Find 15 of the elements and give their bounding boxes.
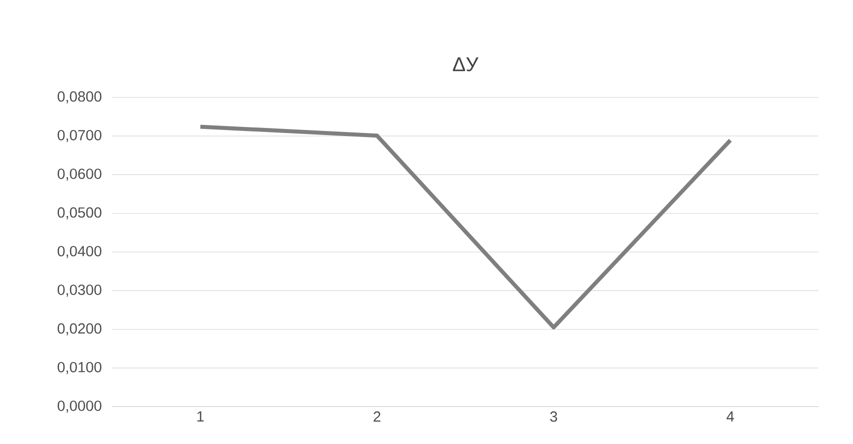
x-tick-label: 1	[197, 411, 204, 422]
y-tick-label: 0,0800	[58, 91, 102, 104]
y-tick-label: 0,0700	[58, 130, 102, 142]
y-tick-label: 0,0200	[58, 323, 102, 336]
y-tick-label: 0,0500	[58, 207, 102, 220]
x-tick-label: 2	[374, 411, 380, 422]
y-tick-label: 0,0600	[58, 168, 102, 181]
x-tick-label: 4	[726, 411, 734, 422]
y-tick-label: 0,0000	[58, 400, 102, 413]
x-tick-label: 3	[550, 411, 558, 422]
y-tick-label: 0,0300	[58, 284, 102, 297]
line-series	[198, 124, 732, 330]
chart-title: ΔУ	[452, 57, 478, 72]
y-tick-label: 0,0400	[58, 246, 102, 258]
y-tick-label: 0,0100	[58, 362, 102, 374]
